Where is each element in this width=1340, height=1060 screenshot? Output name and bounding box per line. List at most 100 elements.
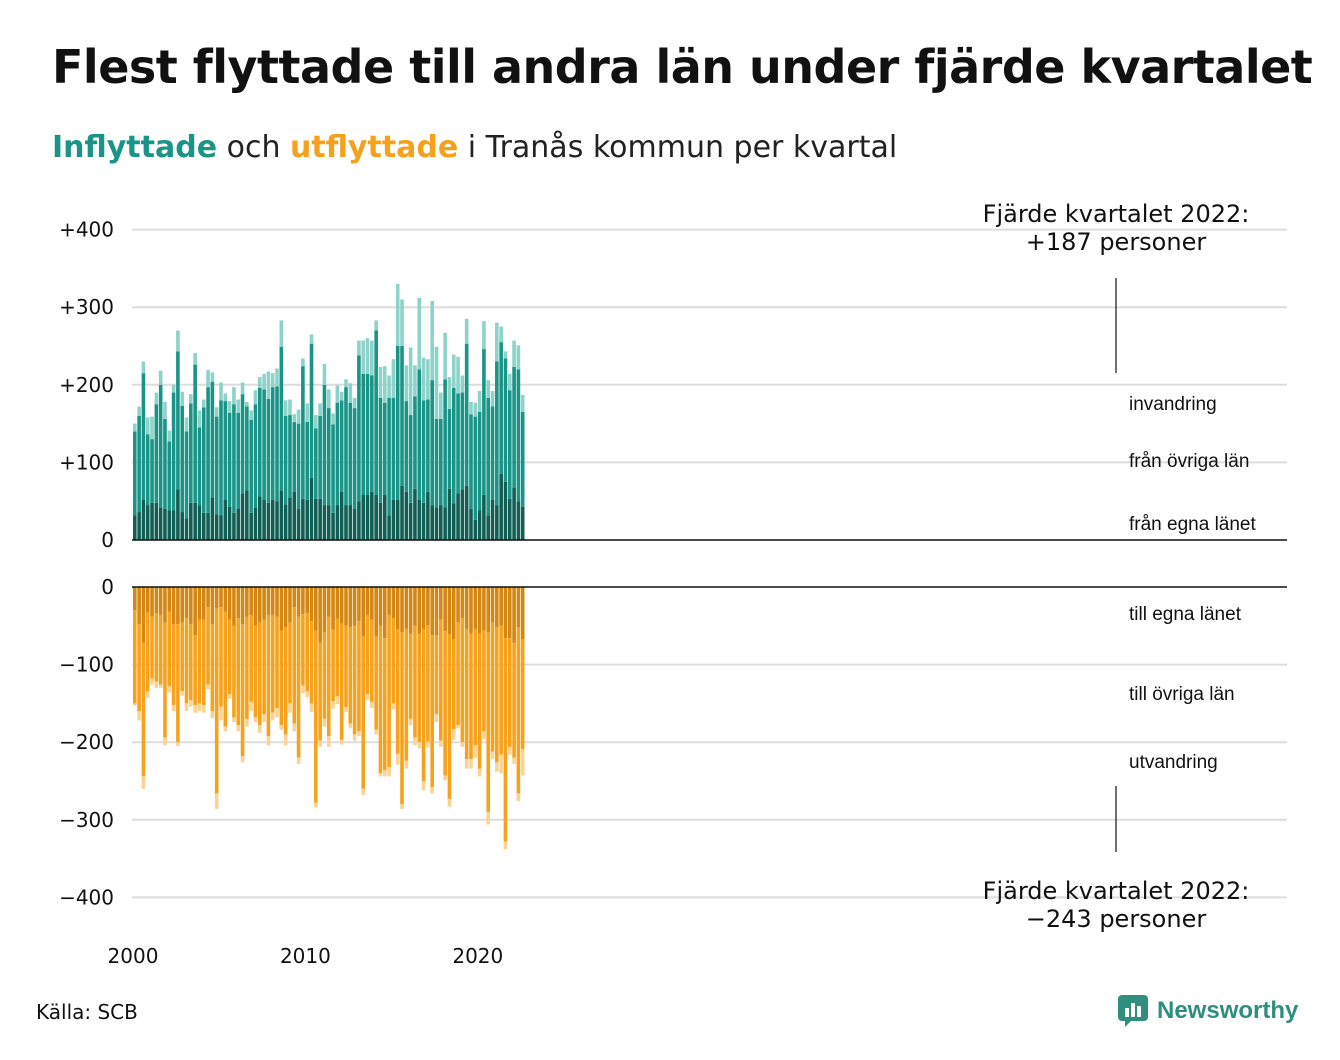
bar-out-other-counties — [270, 614, 275, 713]
bar-in-other-counties — [236, 412, 241, 509]
bar-in-other-counties — [322, 384, 327, 506]
bar-in-other-counties — [421, 400, 426, 503]
bar-in-immigration — [473, 402, 478, 417]
bar-out-emigration — [391, 703, 396, 710]
bar-out-emigration — [348, 723, 353, 729]
bar-in-own-county — [413, 488, 417, 540]
y-tick-label-bottom: −100 — [59, 653, 114, 677]
bar-in-own-county — [305, 499, 309, 540]
bar-out-other-counties — [413, 625, 417, 738]
bar-in-immigration — [400, 299, 404, 346]
bar-in-immigration — [163, 401, 167, 419]
bar-in-own-county — [158, 507, 163, 540]
bar-in-immigration — [477, 391, 482, 412]
bar-in-other-counties — [145, 434, 150, 506]
bar-out-other-counties — [499, 625, 503, 755]
bar-out-own-county — [443, 587, 447, 632]
bar-out-own-county — [477, 587, 482, 634]
bar-out-emigration — [395, 753, 400, 765]
chart-title: Flest flyttade till andra län under fjär… — [52, 40, 1313, 94]
bar-out-own-county — [206, 587, 210, 608]
bar-out-emigration — [301, 685, 305, 694]
bar-out-own-county — [296, 587, 301, 617]
bar-in-own-county — [456, 493, 460, 540]
bar-in-other-counties — [201, 407, 206, 513]
bar-in-immigration — [158, 370, 163, 385]
bar-out-other-counties — [137, 624, 141, 712]
y-tick-label-bottom: −400 — [59, 885, 114, 909]
bar-out-own-county — [171, 587, 176, 625]
bar-out-own-county — [232, 587, 236, 626]
bar-in-immigration — [253, 390, 258, 405]
x-tick-label: 2010 — [280, 944, 331, 968]
bar-in-own-county — [331, 512, 335, 540]
bar-in-immigration — [210, 372, 215, 382]
x-tick-label: 2000 — [108, 944, 159, 968]
bar-out-own-county — [137, 587, 141, 625]
bar-out-emigration — [137, 711, 141, 721]
bar-out-own-county — [253, 587, 258, 626]
bar-in-other-counties — [395, 346, 400, 500]
bar-out-other-counties — [490, 622, 495, 752]
bar-in-own-county — [206, 512, 210, 540]
bar-out-own-county — [365, 587, 370, 615]
bar-in-other-counties — [408, 415, 413, 503]
bar-out-emigration — [245, 718, 249, 727]
bar-in-immigration — [219, 382, 223, 401]
bar-out-own-county — [257, 587, 262, 623]
bar-out-other-counties — [439, 619, 443, 741]
bar-out-emigration — [141, 776, 146, 789]
bar-in-other-counties — [460, 392, 465, 490]
segment-label-in: från egna länet — [1129, 514, 1256, 535]
bar-in-own-county — [361, 494, 366, 540]
bar-in-other-counties — [167, 441, 172, 511]
bar-out-own-county — [219, 587, 223, 608]
bar-out-other-counties — [370, 619, 374, 702]
bar-in-own-county — [421, 502, 426, 540]
y-tick-label-top: +200 — [59, 373, 114, 397]
bar-in-own-county — [283, 504, 288, 540]
bar-in-immigration — [408, 347, 413, 416]
bar-out-own-county — [193, 587, 197, 636]
bar-in-other-counties — [382, 402, 387, 495]
bar-in-other-counties — [495, 361, 499, 506]
bar-out-emigration — [314, 802, 318, 808]
bar-out-other-counties — [314, 630, 318, 803]
bar-in-other-counties — [163, 418, 167, 509]
bar-in-immigration — [482, 321, 486, 350]
bar-in-other-counties — [257, 387, 262, 497]
bar-out-own-county — [318, 587, 322, 643]
bar-out-emigration — [365, 694, 370, 701]
bar-in-immigration — [439, 392, 443, 419]
bar-in-immigration — [206, 370, 210, 388]
bar-out-other-counties — [309, 621, 314, 704]
bar-out-emigration — [464, 759, 469, 769]
bar-in-own-county — [245, 490, 249, 540]
bar-out-other-counties — [223, 611, 228, 727]
bar-out-own-county — [357, 587, 361, 622]
bar-in-other-counties — [357, 355, 361, 502]
bar-in-immigration — [245, 401, 249, 407]
bar-in-immigration — [434, 346, 439, 419]
bar-out-own-county — [391, 587, 396, 619]
bar-in-other-counties — [318, 415, 322, 499]
bar-out-own-county — [387, 587, 391, 615]
bar-in-other-counties — [404, 401, 409, 492]
bar-in-own-county — [137, 512, 141, 540]
bar-out-other-counties — [477, 633, 482, 769]
bar-in-own-county — [520, 506, 525, 540]
bar-out-other-counties — [404, 628, 409, 761]
bar-in-own-county — [408, 502, 413, 540]
bar-in-own-county — [219, 515, 223, 540]
annotation-bottom-value: −243 personer — [1026, 905, 1207, 933]
bar-out-other-counties — [283, 627, 288, 735]
bar-in-immigration — [382, 366, 387, 403]
bar-out-emigration — [266, 735, 271, 746]
bar-in-immigration — [326, 389, 331, 409]
bar-out-emigration — [227, 694, 232, 699]
bar-out-emigration — [262, 714, 266, 723]
bar-in-immigration — [391, 359, 396, 398]
bar-in-own-county — [210, 497, 215, 540]
bar-out-own-county — [335, 587, 340, 619]
bar-in-own-county — [400, 485, 404, 540]
